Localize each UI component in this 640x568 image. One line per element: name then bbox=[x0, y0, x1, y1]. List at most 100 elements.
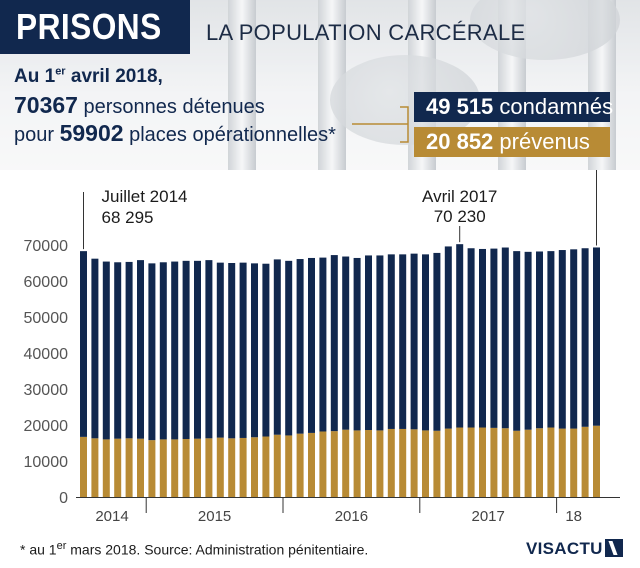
bar-condamnes bbox=[251, 263, 258, 438]
y-tick-label: 30000 bbox=[24, 382, 69, 399]
y-tick-label: 0 bbox=[59, 490, 68, 507]
places-value: 59902 bbox=[59, 120, 124, 146]
bar-prevenus bbox=[319, 431, 327, 497]
bar-condamnes bbox=[171, 261, 179, 440]
bar-condamnes bbox=[593, 247, 600, 426]
bar-prevenus bbox=[433, 430, 441, 497]
bar-condamnes bbox=[399, 254, 407, 429]
bar-condamnes bbox=[433, 252, 441, 431]
y-tick-label: 20000 bbox=[24, 418, 69, 435]
bar-prevenus bbox=[422, 430, 429, 497]
bar-prevenus bbox=[102, 439, 110, 497]
page-subtitle: LA POPULATION CARCÉRALE bbox=[206, 20, 526, 45]
y-tick-label: 40000 bbox=[24, 346, 69, 363]
bar-prevenus bbox=[80, 436, 87, 497]
bar-prevenus bbox=[399, 428, 407, 497]
prevenus-pill: 20 852 prévenus bbox=[414, 127, 610, 157]
bar-prevenus bbox=[444, 428, 452, 497]
bar-prevenus bbox=[148, 440, 156, 497]
bar-prevenus bbox=[353, 430, 361, 497]
bar-prevenus bbox=[262, 436, 270, 497]
condamnes-label: condamnés bbox=[493, 94, 614, 119]
bar-condamnes bbox=[422, 254, 429, 431]
bar-condamnes bbox=[558, 250, 566, 429]
bar-condamnes bbox=[467, 248, 475, 428]
bar-prevenus bbox=[467, 427, 475, 497]
stacked-bar-chart: 0 10000 20000 30000 40000 50000 60000 70000 2014… bbox=[24, 170, 620, 525]
bar-prevenus bbox=[171, 439, 179, 497]
bar-condamnes bbox=[330, 255, 338, 432]
bar-prevenus bbox=[501, 428, 509, 497]
detenus-value: 70367 bbox=[14, 92, 78, 118]
bar-prevenus bbox=[365, 430, 372, 497]
bar-prevenus bbox=[387, 428, 395, 497]
bar-condamnes bbox=[114, 262, 122, 439]
bar-condamnes bbox=[239, 262, 247, 438]
bar-prevenus bbox=[410, 429, 418, 497]
detenus-label: personnes détenues bbox=[77, 96, 265, 118]
bar-condamnes bbox=[410, 253, 418, 430]
bar-condamnes bbox=[205, 260, 213, 439]
breakdown-brackets bbox=[352, 106, 409, 143]
bar-condamnes bbox=[353, 257, 361, 431]
bar-condamnes bbox=[182, 260, 190, 440]
bar-prevenus bbox=[137, 438, 144, 497]
bar-condamnes bbox=[536, 251, 543, 429]
y-tick-label: 10000 bbox=[24, 454, 69, 471]
logo-mark-icon bbox=[604, 539, 623, 557]
bar-condamnes bbox=[547, 251, 555, 428]
bar-condamnes bbox=[342, 256, 350, 430]
bar-prevenus bbox=[205, 438, 213, 497]
header-banner: PRISONS LA POPULATION CARCÉRALE Au 1er a… bbox=[0, 0, 640, 170]
brand-title-box: PRISONS bbox=[0, 0, 190, 54]
bar-condamnes bbox=[285, 260, 293, 436]
bar-prevenus bbox=[490, 427, 498, 497]
bar-prevenus bbox=[125, 438, 133, 497]
bar-condamnes bbox=[308, 257, 315, 433]
y-tick-label: 70000 bbox=[24, 238, 69, 255]
x-year-label: 18 bbox=[565, 508, 582, 525]
bar-prevenus bbox=[456, 427, 464, 497]
annotation-value: 70 230 bbox=[434, 207, 486, 226]
bar-prevenus bbox=[330, 431, 338, 497]
bar-condamnes bbox=[159, 262, 167, 440]
bar-condamnes bbox=[137, 260, 144, 439]
summary-date-line: Au 1er avril 2018, bbox=[14, 66, 163, 88]
summary-detenus-line: 70367 personnes détenues bbox=[14, 92, 265, 119]
annotation-label: Avril 2017 bbox=[422, 187, 497, 206]
bar-condamnes bbox=[296, 259, 304, 434]
bar-prevenus bbox=[479, 427, 486, 497]
bar-prevenus bbox=[239, 437, 247, 497]
bar-condamnes bbox=[444, 246, 452, 429]
annotation-label: Juillet 2014 bbox=[102, 187, 188, 206]
summary-places-line: pour 59902 places opérationnelles* bbox=[14, 120, 336, 146]
condamnes-pill: 49 515 condamnés bbox=[414, 92, 614, 122]
bar-prevenus bbox=[194, 438, 201, 497]
bar-condamnes bbox=[273, 259, 281, 435]
bar-prevenus bbox=[376, 430, 384, 497]
bar-prevenus bbox=[159, 439, 167, 497]
bar-condamnes bbox=[262, 263, 270, 437]
bar-condamnes bbox=[524, 251, 532, 430]
bar-condamnes bbox=[456, 244, 464, 428]
bar-condamnes bbox=[102, 261, 110, 440]
x-year-label: 2016 bbox=[335, 508, 368, 525]
bar-prevenus bbox=[296, 433, 304, 497]
bar-condamnes bbox=[228, 263, 236, 439]
bar-prevenus bbox=[581, 426, 589, 497]
places-label: places opérationnelles* bbox=[123, 124, 336, 146]
bar-prevenus bbox=[536, 428, 543, 497]
bar-prevenus bbox=[228, 438, 236, 497]
bar-condamnes bbox=[194, 260, 201, 439]
bar-prevenus bbox=[547, 427, 555, 497]
bar-condamnes bbox=[501, 247, 509, 429]
y-tick-label: 50000 bbox=[24, 310, 69, 327]
brand-title: PRISONS bbox=[16, 6, 162, 47]
prevenus-label: prévenus bbox=[493, 129, 590, 154]
bar-condamnes bbox=[581, 248, 589, 427]
bar-condamnes bbox=[80, 251, 87, 437]
bar-prevenus bbox=[513, 430, 521, 497]
bar-condamnes bbox=[148, 263, 156, 441]
bar-condamnes bbox=[490, 248, 498, 428]
annotation-value: 68 295 bbox=[102, 208, 154, 227]
